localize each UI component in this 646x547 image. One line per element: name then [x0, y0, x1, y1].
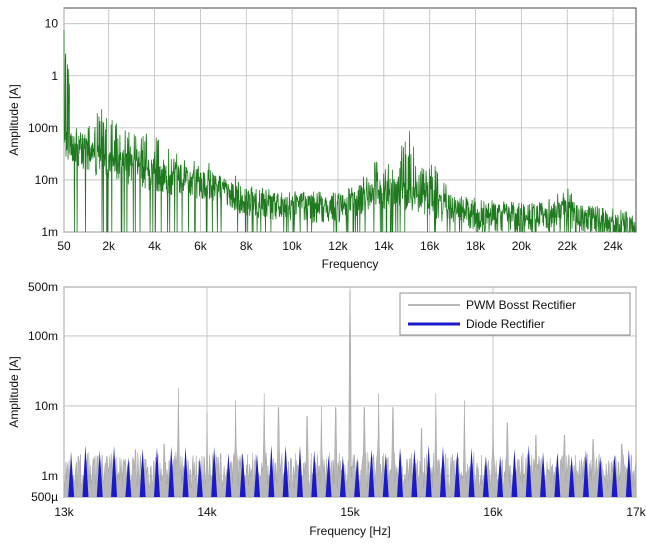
series-line — [63, 29, 636, 234]
y-axis-label: Amplitude [A] — [7, 356, 21, 427]
diode-spike — [382, 453, 389, 497]
x-tick-label: 13k — [54, 505, 74, 519]
diode-spike — [468, 447, 475, 497]
diode-spike — [111, 445, 118, 497]
x-tick-label: 8k — [240, 239, 254, 253]
y-tick-label: 1 — [51, 69, 58, 83]
diode-spike — [540, 451, 547, 497]
legend-box — [399, 292, 631, 336]
x-tick-label: 20k — [512, 239, 532, 253]
diode-spike — [339, 455, 346, 497]
diode-spike — [439, 446, 446, 497]
diode-spike — [225, 452, 232, 497]
x-tick-label: 2k — [102, 239, 116, 253]
x-tick-label: 4k — [148, 239, 162, 253]
diode-spike — [397, 447, 404, 497]
diode-spike — [296, 445, 303, 497]
diode-spike — [153, 447, 160, 497]
x-tick-label: 24k — [603, 239, 623, 253]
diode-spike — [311, 450, 318, 497]
chart-2 — [63, 286, 637, 498]
diode-spike — [196, 457, 203, 497]
x-tick-label: 10k — [282, 239, 302, 253]
x-tick-label: 6k — [194, 239, 208, 253]
x-tick-label: 16k — [483, 505, 503, 519]
x-axis-label: Frequency [Hz] — [309, 524, 390, 538]
diode-spike — [454, 451, 461, 497]
y-axis-label: Amplitude [A] — [7, 84, 21, 155]
x-tick-label: 16k — [420, 239, 440, 253]
diode-spike — [82, 445, 89, 497]
x-axis-label: Frequency — [322, 257, 379, 271]
y-tick-label: 500µ — [31, 490, 58, 504]
y-tick-label: 10 — [45, 17, 59, 31]
y-tick-label: 10m — [35, 173, 58, 187]
y-tick-label: 10m — [35, 399, 58, 413]
diode-spike — [525, 444, 532, 497]
x-tick-label: 12k — [328, 239, 348, 253]
diode-spike — [497, 455, 504, 497]
diode-spike — [182, 446, 189, 497]
diode-spike — [597, 455, 604, 497]
diode-spike — [68, 453, 75, 497]
diode-spike — [168, 446, 175, 497]
diode-spike — [482, 456, 489, 497]
diode-spike — [554, 452, 561, 497]
diode-spike — [125, 457, 132, 497]
diode-spike — [511, 448, 518, 497]
diode-spike — [611, 454, 618, 497]
x-tick-label: 18k — [466, 239, 486, 253]
diode-spike — [139, 448, 146, 497]
diode-spike — [282, 445, 289, 497]
diode-spike — [568, 455, 575, 497]
diode-spike — [582, 449, 589, 497]
diode-spike — [254, 454, 261, 497]
x-tick-label: 14k — [374, 239, 394, 253]
diode-spike — [425, 444, 432, 497]
diode-spike — [268, 444, 275, 497]
diode-spike — [239, 452, 246, 497]
chart-1 — [63, 7, 637, 234]
y-tick-label: 1m — [41, 225, 58, 239]
diode-spike — [325, 455, 332, 497]
legend-label-diode: Diode Rectifier — [466, 317, 545, 331]
x-tick-label: 17k — [626, 505, 646, 519]
x-tick-label: 14k — [197, 505, 217, 519]
legend — [399, 292, 631, 336]
legend-label-pwm: PWM Bosst Rectifier — [466, 298, 576, 312]
diode-spike — [368, 448, 375, 497]
y-tick-label: 1m — [41, 469, 58, 483]
diode-spike — [354, 457, 361, 497]
x-tick-label: 50 — [57, 239, 71, 253]
diode-spike — [211, 446, 218, 497]
y-tick-label: 500m — [28, 280, 58, 294]
diode-spike — [96, 450, 103, 497]
x-tick-label: 15k — [340, 505, 360, 519]
x-tick-label: 22k — [558, 239, 578, 253]
diode-spike — [411, 448, 418, 497]
y-tick-label: 100m — [28, 121, 58, 135]
y-tick-label: 100m — [28, 329, 58, 343]
diode-spike — [625, 449, 632, 497]
